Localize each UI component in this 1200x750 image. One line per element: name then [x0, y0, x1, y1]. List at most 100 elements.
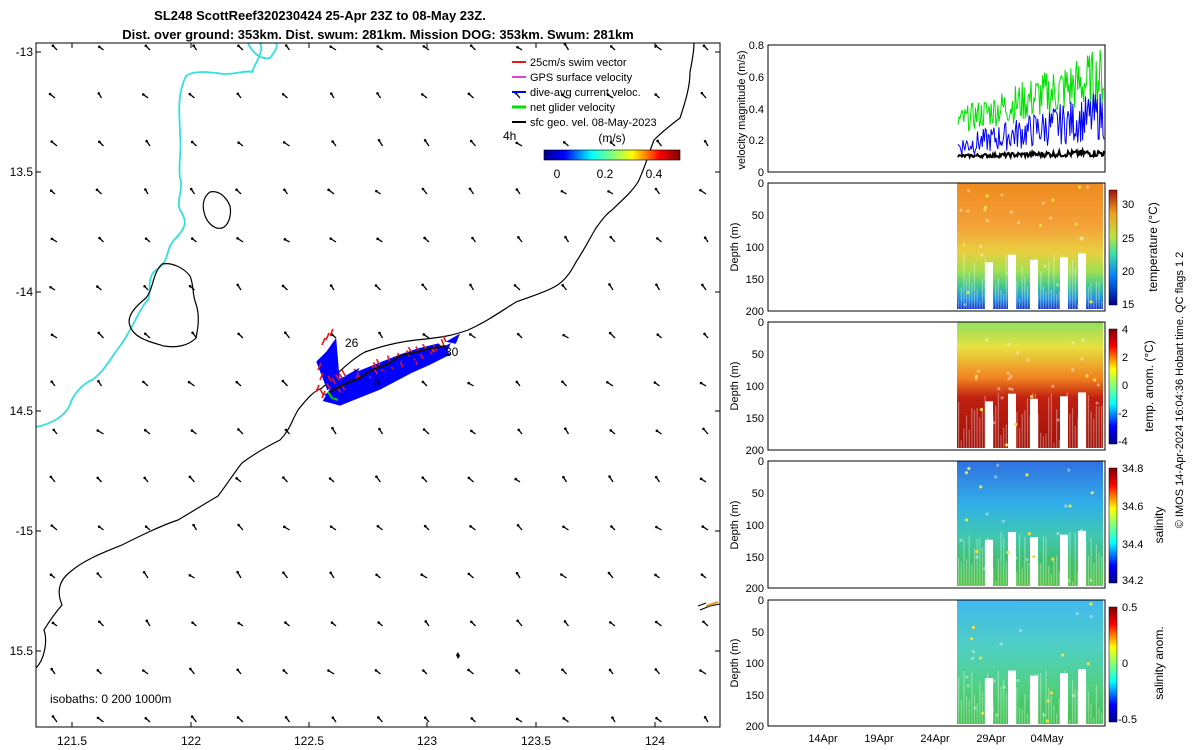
- profile-sample: [1046, 699, 1050, 703]
- quiver-head: [516, 45, 519, 49]
- data-gap: [1008, 254, 1016, 311]
- profile-column: [1021, 266, 1023, 311]
- profile-column: [960, 440, 962, 450]
- profile-column: [1053, 442, 1055, 450]
- quiver-arrow: [375, 573, 381, 579]
- quiver-arrow: [190, 429, 197, 435]
- quiver-arrow: [375, 189, 381, 195]
- lat-tick-1: 13.5: [10, 165, 34, 179]
- quiver-head: [563, 620, 567, 623]
- profile-column: [971, 408, 973, 450]
- quiver-head: [236, 92, 240, 96]
- temp-anomaly-ylabel: Depth (m): [729, 362, 741, 411]
- quiver-head: [144, 188, 147, 191]
- profile-column: [979, 538, 981, 588]
- quiver-arrow: [607, 571, 614, 579]
- profile-sample: [1080, 567, 1084, 571]
- profile-sample: [1016, 221, 1021, 225]
- velocity-frame: [767, 44, 1106, 173]
- temp-anomaly-field: [957, 322, 1103, 450]
- quiver-arrow: [330, 621, 337, 627]
- velocity-ylabel: velocity magnitude (m/s): [736, 50, 748, 169]
- quiver-head: [609, 45, 613, 48]
- quiver-arrow: [699, 188, 707, 195]
- quiver-head: [50, 524, 54, 527]
- quiver-arrow: [562, 333, 569, 339]
- profile-sample: [992, 421, 996, 425]
- quiver-arrow: [653, 381, 660, 387]
- quiver-arrow: [237, 621, 244, 627]
- profile-column: [1098, 553, 1100, 588]
- quiver-arrow: [329, 92, 335, 99]
- profile-column: [1021, 709, 1023, 726]
- profile-sample: [985, 512, 989, 516]
- quiver-arrow: [608, 621, 616, 627]
- data-gap: [985, 401, 993, 450]
- quiver-head: [469, 283, 472, 287]
- quiver-head: [607, 571, 611, 575]
- quiver-head: [469, 525, 472, 528]
- quiver-head: [144, 716, 148, 720]
- quiver-arrow: [656, 237, 662, 243]
- quiver-arrow: [51, 44, 58, 51]
- quiver-head: [424, 620, 428, 623]
- temperature-panel: Depth (m) 0 50 100 150 200 30 25 20 15 t…: [729, 178, 1160, 318]
- coast-fragment: [697, 602, 721, 611]
- quiver-arrow: [654, 187, 661, 195]
- t-cb-tick-2: 20: [1122, 266, 1134, 278]
- profile-sample: [1079, 237, 1083, 241]
- quiver-head: [421, 283, 424, 287]
- quiver-arrow: [513, 284, 521, 291]
- quiver-head: [144, 237, 148, 240]
- quiver-head: [96, 716, 100, 720]
- profile-sample: [1025, 558, 1029, 562]
- quiver-head: [515, 669, 518, 672]
- quiver-arrow: [469, 525, 476, 531]
- quiver-arrow: [608, 283, 614, 291]
- quiver-head: [514, 477, 518, 481]
- map-title-line2: Dist. over ground: 353km. Dist. swum: 28…: [122, 27, 634, 42]
- lon-tick-4: 123.5: [521, 734, 551, 748]
- temperature-colorbar: [1108, 189, 1118, 306]
- profile-column: [971, 282, 973, 311]
- quiver-head: [699, 669, 702, 672]
- quiver-head: [52, 428, 56, 432]
- quiver-arrow: [327, 669, 335, 675]
- swim-vector: [375, 358, 381, 366]
- track-label-26: 26: [345, 336, 359, 350]
- profile-column: [1077, 418, 1079, 450]
- quiver-head: [237, 523, 240, 527]
- profile-column: [1021, 414, 1023, 450]
- glider-track: 26 30 8: [315, 328, 460, 406]
- profile-column: [965, 415, 968, 450]
- quiver-head: [467, 572, 471, 576]
- quiver-arrow: [422, 428, 430, 435]
- quiver-head: [142, 669, 145, 672]
- profile-sample: [1027, 532, 1031, 536]
- profile-column: [1053, 705, 1055, 726]
- salinity-anomaly-ylabel: Depth (m): [729, 639, 741, 688]
- quiver-head: [49, 475, 53, 479]
- profile-column: [992, 414, 994, 450]
- current-vector: [370, 370, 385, 381]
- current-vector: [340, 384, 355, 395]
- quiver-head: [606, 380, 609, 384]
- salinity-anomaly-field: [957, 600, 1103, 726]
- quiver-head: [374, 284, 378, 287]
- quiver-arrow: [281, 379, 288, 387]
- quiver-arrow: [331, 716, 337, 723]
- profile-column: [1024, 410, 1026, 450]
- quiver-arrow: [142, 570, 149, 579]
- quiver-head: [470, 717, 474, 720]
- profile-column: [1101, 556, 1103, 588]
- sa-ytick-1: 50: [752, 627, 764, 639]
- quiver-head: [608, 475, 611, 478]
- quiver-head: [654, 573, 657, 577]
- s-cb-tick-2: 34.4: [1122, 539, 1143, 551]
- quiver-arrow: [282, 141, 290, 147]
- quiver-head: [467, 381, 470, 385]
- profile-sample: [1006, 371, 1010, 375]
- t-ytick-4: 200: [746, 306, 764, 318]
- profile-column: [1042, 711, 1044, 726]
- s-cb-tick-3: 34.2: [1122, 575, 1143, 587]
